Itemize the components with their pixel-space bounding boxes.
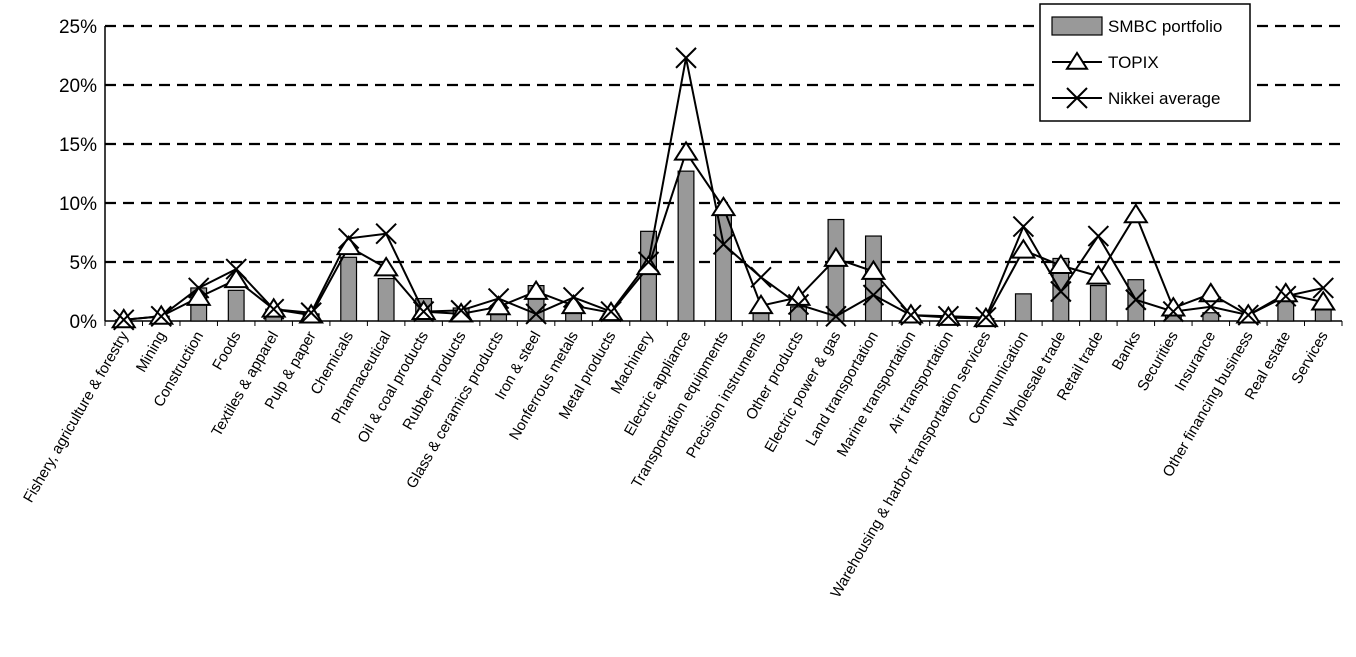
marker-nikkei-average bbox=[937, 305, 960, 327]
marker-nikkei-average bbox=[412, 300, 435, 323]
marker-nikkei-average bbox=[787, 293, 810, 316]
x-tick-label: Fishery, agriculture & forestry bbox=[20, 328, 132, 506]
marker-nikkei-average bbox=[1312, 277, 1334, 299]
x-tick-label: Foods bbox=[209, 329, 245, 374]
marker-topix bbox=[1123, 203, 1149, 224]
marker-topix bbox=[523, 279, 549, 300]
marker-nikkei-average bbox=[750, 266, 772, 289]
x-tick-label: Banks bbox=[1109, 329, 1145, 374]
marker-topix bbox=[823, 246, 849, 267]
bar-smbc-portfolio bbox=[340, 256, 358, 322]
marker-nikkei-average bbox=[1162, 300, 1185, 323]
marker-nikkei-average bbox=[262, 298, 285, 320]
marker-topix bbox=[673, 140, 699, 161]
marker-nikkei-average bbox=[637, 251, 660, 273]
marker-topix bbox=[710, 195, 737, 217]
marker-nikkei-average bbox=[450, 299, 472, 322]
y-tick-label: 25% bbox=[59, 17, 97, 38]
bar-smbc-portfolio bbox=[640, 230, 658, 322]
y-tick-label: 10% bbox=[59, 194, 97, 215]
marker-nikkei-average bbox=[525, 303, 547, 325]
y-tick-label: 20% bbox=[59, 76, 97, 97]
y-tick-label: 15% bbox=[59, 135, 97, 156]
y-tick-label: 0% bbox=[70, 312, 98, 333]
marker-topix bbox=[335, 234, 362, 256]
marker-nikkei-average bbox=[487, 287, 510, 310]
y-tick-label: 5% bbox=[70, 253, 98, 274]
marker-topix bbox=[1010, 238, 1037, 259]
bar-smbc-portfolio bbox=[1014, 293, 1032, 322]
bar-smbc-portfolio bbox=[377, 277, 395, 322]
marker-nikkei-average bbox=[300, 302, 322, 324]
marker-nikkei-average bbox=[1087, 225, 1110, 247]
bar-smbc-portfolio bbox=[1089, 285, 1107, 322]
bar-smbc-portfolio bbox=[827, 218, 845, 322]
marker-topix bbox=[748, 293, 774, 315]
marker-nikkei-average bbox=[975, 306, 997, 329]
marker-nikkei-average bbox=[900, 304, 922, 326]
marker-topix bbox=[223, 267, 250, 289]
marker-nikkei-average bbox=[862, 284, 885, 306]
marker-nikkei-average bbox=[1050, 280, 1072, 303]
marker-nikkei-average bbox=[675, 47, 697, 69]
bar-smbc-portfolio bbox=[715, 210, 732, 322]
marker-nikkei-average bbox=[825, 305, 847, 327]
marker-topix bbox=[1310, 290, 1337, 311]
marker-nikkei-average bbox=[150, 305, 172, 327]
marker-topix bbox=[185, 285, 212, 306]
marker-topix bbox=[1085, 264, 1112, 285]
legend-swatch-smbc-portfolio bbox=[1051, 16, 1103, 36]
x-tick-label: Mining bbox=[133, 329, 170, 376]
marker-nikkei-average bbox=[337, 227, 360, 250]
bar-smbc-portfolio bbox=[677, 170, 695, 322]
marker-topix bbox=[635, 254, 662, 276]
marker-nikkei-average bbox=[1200, 296, 1222, 318]
marker-topix bbox=[373, 256, 399, 277]
marker-nikkei-average bbox=[375, 222, 397, 245]
marker-nikkei-average bbox=[1275, 285, 1297, 307]
legend-label-smbc-portfolio: SMBC portfolio bbox=[1108, 17, 1222, 36]
marker-topix bbox=[860, 259, 887, 280]
x-tick-label: Services bbox=[1288, 329, 1331, 387]
marker-nikkei-average bbox=[113, 309, 135, 331]
legend-label-topix: TOPIX bbox=[1108, 53, 1159, 72]
marker-nikkei-average bbox=[712, 233, 735, 256]
bar-smbc-portfolio bbox=[1314, 308, 1332, 322]
marker-topix bbox=[1272, 282, 1299, 303]
legend-marker-topix bbox=[1065, 51, 1089, 70]
marker-nikkei-average bbox=[1237, 304, 1259, 326]
marker-topix bbox=[1197, 282, 1224, 303]
marker-topix bbox=[560, 293, 587, 315]
bar-smbc-portfolio bbox=[789, 306, 807, 322]
marker-nikkei-average bbox=[1125, 289, 1147, 311]
legend-label-nikkei-average: Nikkei average bbox=[1108, 89, 1220, 108]
legend-marker-nikkei-average bbox=[1066, 87, 1088, 109]
marker-topix bbox=[485, 295, 512, 316]
marker-nikkei-average bbox=[188, 277, 210, 299]
marker-nikkei-average bbox=[562, 286, 585, 309]
bar-smbc-portfolio bbox=[1202, 312, 1220, 322]
marker-nikkei-average bbox=[225, 258, 247, 280]
marker-topix bbox=[1048, 253, 1074, 274]
marker-nikkei-average bbox=[600, 300, 622, 323]
bar-smbc-portfolio bbox=[227, 289, 245, 322]
marker-nikkei-average bbox=[1012, 215, 1035, 238]
